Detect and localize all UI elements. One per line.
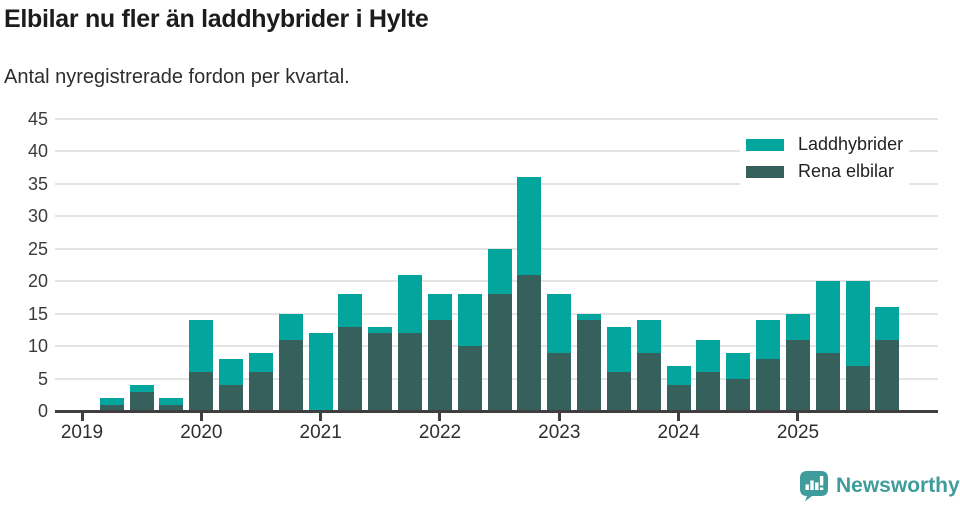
x-axis-line xyxy=(55,410,938,413)
x-axis-label-2022: 2022 xyxy=(418,422,462,443)
bar-q3-2024-rena-elbilar xyxy=(726,378,751,411)
legend-swatch-rena-elbilar xyxy=(746,165,784,178)
bar-q1-2020-laddhybrider xyxy=(189,320,214,373)
bar-q2-2025-laddhybrider xyxy=(815,281,840,353)
bar-q3-2021-rena-elbilar xyxy=(368,333,393,411)
bar-q4-2022-rena-elbilar xyxy=(517,274,542,411)
x-axis-label-2019: 2019 xyxy=(60,422,104,443)
bar-q1-2025-rena-elbilar xyxy=(785,339,810,411)
legend: Laddhybrider Rena elbilar xyxy=(740,131,910,185)
legend-label-laddhybrider: Laddhybrider xyxy=(798,134,904,154)
page-title: Elbilar nu fler än laddhybrider i Hylte xyxy=(4,5,429,33)
y-axis-label-20: 20 xyxy=(27,271,48,292)
x-axis-label-2025: 2025 xyxy=(776,422,820,443)
bar-q1-2024-rena-elbilar xyxy=(666,385,691,411)
bar-q4-2024-rena-elbilar xyxy=(756,359,781,411)
legend-item-rena-elbilar: Rena elbilar xyxy=(740,158,910,185)
bar-q4-2020-laddhybrider xyxy=(278,313,303,340)
bar-q3-2020-laddhybrider xyxy=(248,352,273,373)
y-axis-label-35: 35 xyxy=(27,173,48,194)
y-axis-label-40: 40 xyxy=(27,141,48,162)
bar-q4-2019-rena-elbilar xyxy=(159,404,184,411)
legend-label-rena-elbilar: Rena elbilar xyxy=(798,161,895,181)
x-axis-tick-2025 xyxy=(796,413,800,421)
bar-q1-2020-rena-elbilar xyxy=(189,372,214,411)
bar-q3-2019-rena-elbilar xyxy=(129,391,154,411)
x-axis-tick-2019 xyxy=(80,413,84,421)
x-axis-label-2020: 2020 xyxy=(180,422,223,443)
bar-q1-2023-laddhybrider xyxy=(547,294,572,353)
bar-q2-2022-laddhybrider xyxy=(457,294,482,347)
bar-q2-2020-laddhybrider xyxy=(219,359,244,386)
x-axis-tick-2021 xyxy=(319,413,323,421)
bar-q2-2019-laddhybrider xyxy=(99,398,124,405)
x-axis-tick-2020 xyxy=(199,413,203,421)
y-axis-label-15: 15 xyxy=(27,303,48,324)
y-axis-label-0: 0 xyxy=(37,401,48,421)
legend-swatch-laddhybrider xyxy=(746,138,784,151)
bar-q2-2021-laddhybrider xyxy=(338,294,363,327)
bar-q3-2022-rena-elbilar xyxy=(487,294,512,411)
bar-q1-2021-laddhybrider xyxy=(308,333,333,411)
bar-q4-2019-laddhybrider xyxy=(159,398,184,405)
x-axis-tick-2023 xyxy=(557,413,561,421)
brand-name: Newsworthy xyxy=(836,474,960,497)
x-axis-tick-2022 xyxy=(438,413,442,421)
bar-q3-2025-rena-elbilar xyxy=(845,365,870,411)
gridline-35 xyxy=(55,182,938,185)
bar-q2-2023-laddhybrider xyxy=(577,313,602,321)
bar-q2-2023-rena-elbilar xyxy=(577,320,602,411)
bar-q2-2024-laddhybrider xyxy=(696,339,721,373)
bar-q2-2025-rena-elbilar xyxy=(815,352,840,411)
bar-q4-2021-laddhybrider xyxy=(398,274,423,334)
bar-q1-2023-rena-elbilar xyxy=(547,352,572,411)
bar-q3-2023-laddhybrider xyxy=(606,326,631,373)
bar-q3-2025-laddhybrider xyxy=(845,281,870,366)
legend-item-laddhybrider: Laddhybrider xyxy=(740,131,910,158)
bar-q4-2024-laddhybrider xyxy=(756,320,781,360)
y-axis-label-5: 5 xyxy=(37,368,48,389)
gridline-30 xyxy=(55,215,938,218)
bar-q3-2021-laddhybrider xyxy=(368,326,393,334)
y-axis-label-10: 10 xyxy=(27,336,48,357)
bar-q4-2025-rena-elbilar xyxy=(875,339,900,411)
x-axis-tick-2024 xyxy=(677,413,681,421)
bar-q3-2020-rena-elbilar xyxy=(248,372,273,411)
y-axis-label-30: 30 xyxy=(27,206,48,227)
bar-q3-2023-rena-elbilar xyxy=(606,372,631,411)
bar-q2-2019-rena-elbilar xyxy=(99,404,124,411)
bar-q4-2023-laddhybrider xyxy=(636,320,661,353)
bar-q2-2024-rena-elbilar xyxy=(696,372,721,411)
bar-q1-2022-rena-elbilar xyxy=(427,320,452,411)
bar-q4-2021-rena-elbilar xyxy=(398,333,423,411)
newsworthy-logo[interactable]: Newsworthy xyxy=(799,470,960,502)
chart-subtitle: Antal nyregistrerade fordon per kvartal. xyxy=(4,66,350,88)
y-axis-label-25: 25 xyxy=(27,238,48,259)
x-axis-label-2023: 2023 xyxy=(538,422,581,443)
bar-q2-2021-rena-elbilar xyxy=(338,326,363,411)
bar-q1-2022-laddhybrider xyxy=(427,294,452,321)
newsworthy-icon xyxy=(800,471,828,502)
gridline-40 xyxy=(55,150,938,153)
bar-q4-2025-laddhybrider xyxy=(875,307,900,340)
x-axis-label-2024: 2024 xyxy=(657,422,700,443)
y-axis-label-45: 45 xyxy=(27,108,48,129)
x-axis-label-2021: 2021 xyxy=(299,422,342,443)
bar-q3-2024-laddhybrider xyxy=(726,352,751,379)
bar-q4-2022-laddhybrider xyxy=(517,177,542,275)
bar-q4-2023-rena-elbilar xyxy=(636,352,661,411)
gridline-45 xyxy=(55,117,938,120)
bar-q2-2020-rena-elbilar xyxy=(219,385,244,411)
bar-q1-2024-laddhybrider xyxy=(666,365,691,386)
bar-q4-2020-rena-elbilar xyxy=(278,339,303,411)
bar-q2-2022-rena-elbilar xyxy=(457,346,482,411)
bar-q3-2019-laddhybrider xyxy=(129,385,154,392)
bar-q1-2025-laddhybrider xyxy=(785,313,810,340)
bar-q3-2022-laddhybrider xyxy=(487,248,512,295)
